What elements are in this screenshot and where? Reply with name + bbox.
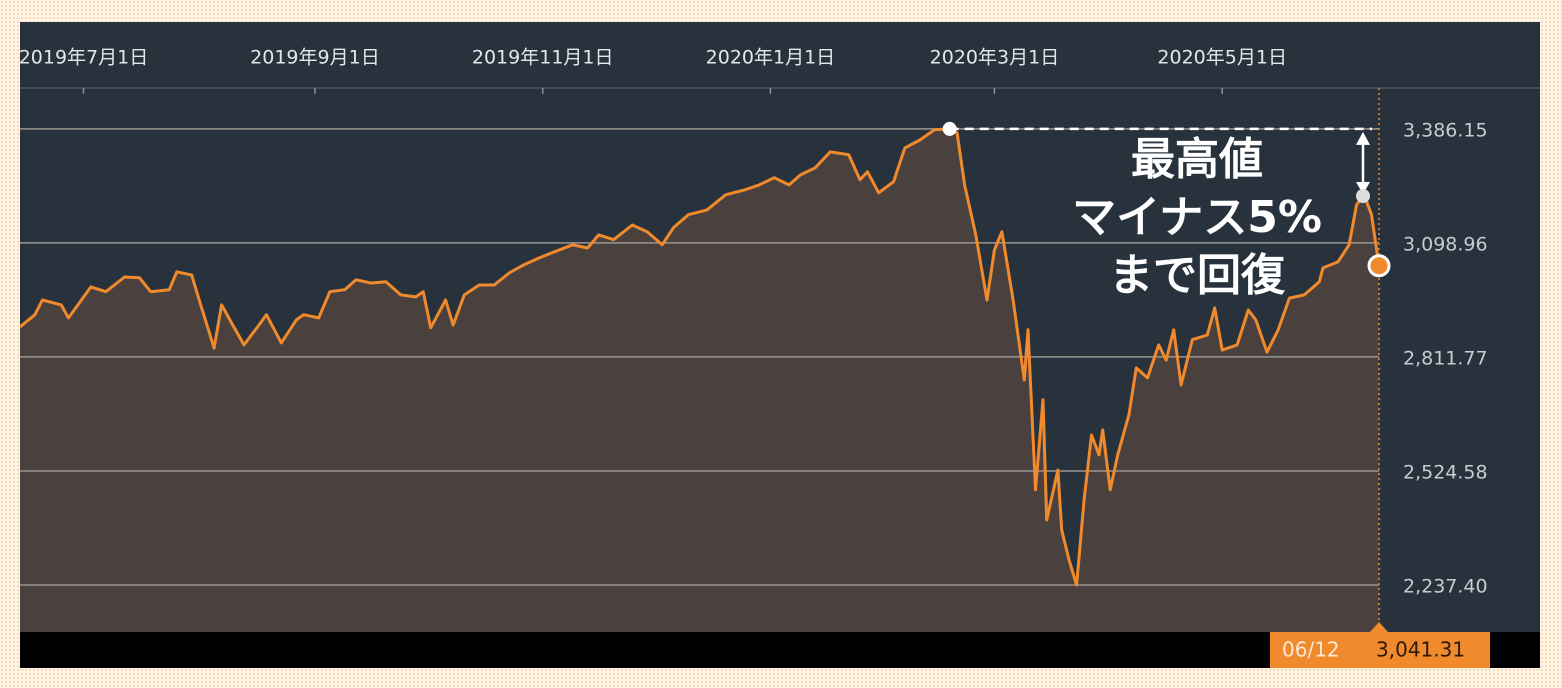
y-tick-label: 3,386.15	[1403, 119, 1488, 141]
last-label-box	[1270, 632, 1490, 668]
x-tick-label: 2020年1月1日	[706, 47, 836, 69]
y-tick-label: 2,524.58	[1403, 461, 1488, 483]
annotation: まで回復	[1109, 250, 1286, 301]
x-tick-label: 2019年9月1日	[250, 47, 380, 69]
last-point	[1367, 254, 1391, 278]
x-tick-label: 2019年11月1日	[472, 47, 614, 69]
annotation: 最高値	[1131, 134, 1263, 185]
x-tick-label: 2019年7月1日	[19, 47, 149, 69]
peak-point	[942, 121, 957, 136]
area	[20, 128, 1379, 632]
last-label-value: 3,041.31	[1376, 638, 1465, 662]
line	[20, 127, 1381, 587]
arrow-head	[1356, 131, 1370, 145]
arrow-head	[1356, 182, 1370, 195]
x-tick-label: 2020年3月1日	[930, 47, 1060, 69]
current-pointer	[1370, 622, 1388, 632]
y-tick-label: 3,098.96	[1403, 233, 1488, 255]
last-label-date: 06/12	[1282, 638, 1340, 662]
y-tick-label: 2,811.77	[1403, 347, 1488, 369]
y-tick-label: 2,237.40	[1403, 575, 1488, 597]
target-point	[1356, 189, 1370, 204]
annotation: マイナス5%	[1072, 192, 1322, 243]
x-tick-label: 2020年5月1日	[1157, 47, 1287, 69]
